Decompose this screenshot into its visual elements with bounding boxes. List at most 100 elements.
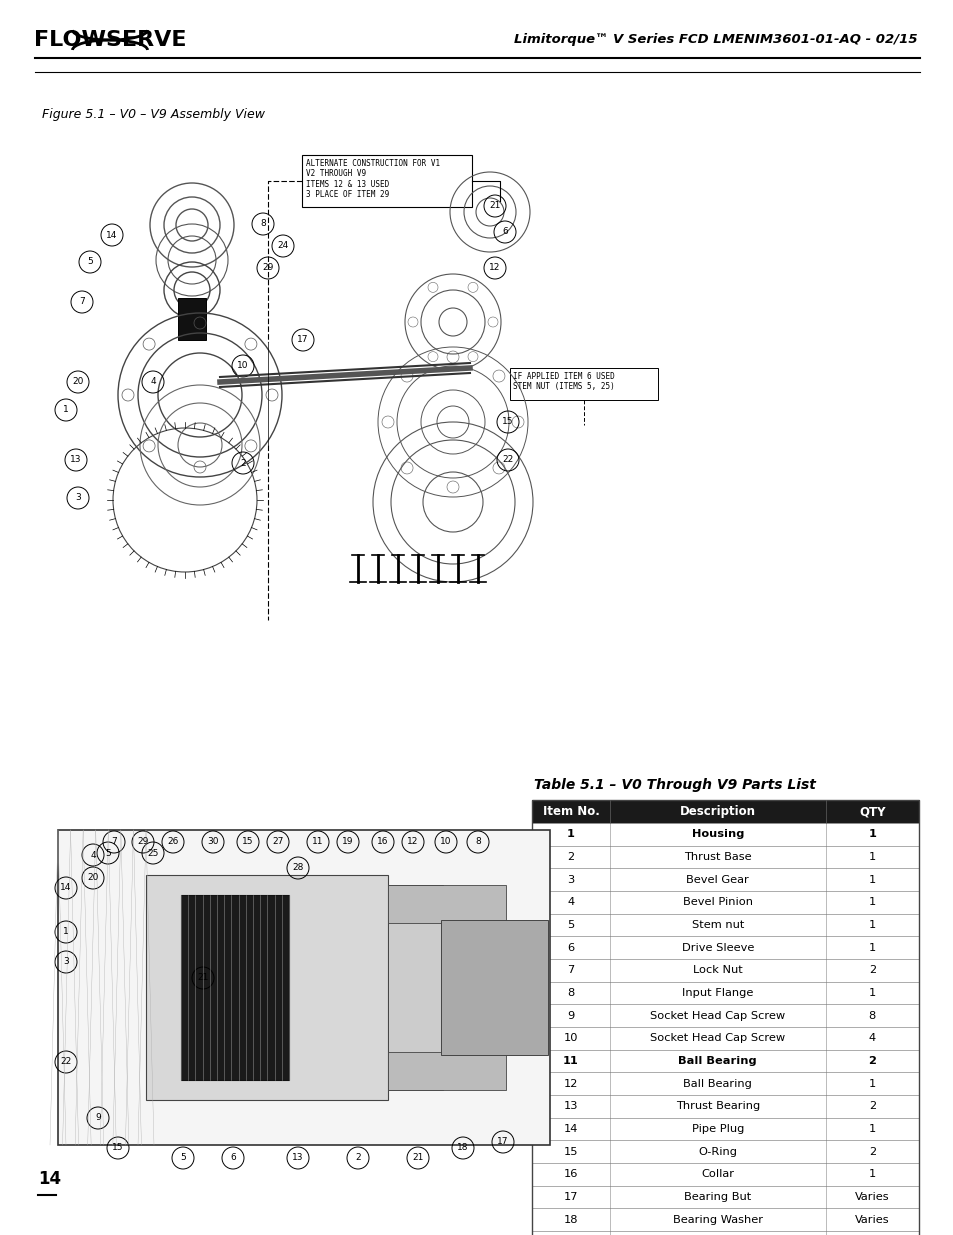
- Text: FLOWSERVE: FLOWSERVE: [33, 30, 186, 49]
- Bar: [146, 876, 388, 1100]
- Text: 9: 9: [567, 1010, 574, 1020]
- Text: Collar: Collar: [700, 1170, 734, 1179]
- Text: 26: 26: [167, 837, 178, 846]
- Text: 1: 1: [868, 942, 875, 952]
- Text: 2: 2: [355, 1153, 360, 1162]
- Text: 6: 6: [567, 942, 574, 952]
- Text: Item No.: Item No.: [542, 805, 598, 818]
- Text: 15: 15: [501, 417, 514, 426]
- Text: 16: 16: [563, 1170, 578, 1179]
- Text: Description: Description: [679, 805, 755, 818]
- Text: Housing: Housing: [691, 829, 743, 840]
- Text: 20: 20: [72, 378, 84, 387]
- Bar: [532, 1208, 918, 1231]
- Text: 2: 2: [867, 1056, 876, 1066]
- Text: 13: 13: [292, 1153, 303, 1162]
- Text: QTY: QTY: [859, 805, 884, 818]
- Bar: [388, 1052, 505, 1091]
- Text: 8: 8: [260, 220, 266, 228]
- Text: 1: 1: [868, 988, 875, 998]
- Text: 5: 5: [567, 920, 574, 930]
- Text: 9: 9: [95, 1114, 101, 1123]
- Bar: [532, 1026, 918, 1050]
- Text: 15: 15: [563, 1146, 578, 1156]
- Text: Socket Head Cap Screw: Socket Head Cap Screw: [650, 1010, 784, 1020]
- Text: 29: 29: [262, 263, 274, 273]
- Text: Bearing Washer: Bearing Washer: [672, 1214, 762, 1225]
- Bar: [532, 1163, 918, 1186]
- Text: 12: 12: [407, 837, 418, 846]
- Bar: [388, 885, 442, 1091]
- Text: 16: 16: [376, 837, 388, 846]
- Text: 1: 1: [868, 874, 875, 884]
- Text: 18: 18: [456, 1144, 468, 1152]
- Text: 1: 1: [868, 1078, 875, 1088]
- Text: Ball Bearing: Ball Bearing: [682, 1078, 751, 1088]
- Bar: [532, 800, 918, 823]
- Bar: [532, 914, 918, 936]
- Bar: [532, 1118, 918, 1140]
- Text: 14: 14: [563, 1124, 578, 1134]
- Text: 1: 1: [868, 852, 875, 862]
- Text: 2: 2: [567, 852, 574, 862]
- Text: 14: 14: [106, 231, 117, 240]
- Text: 6: 6: [230, 1153, 235, 1162]
- Bar: [532, 800, 918, 1235]
- Text: 5: 5: [87, 258, 92, 267]
- Text: Bearing But: Bearing But: [683, 1192, 751, 1202]
- Text: Thrust Bearing: Thrust Bearing: [675, 1102, 760, 1112]
- Bar: [532, 1004, 918, 1026]
- Text: 22: 22: [502, 456, 513, 464]
- Text: 19: 19: [342, 837, 354, 846]
- Bar: [532, 936, 918, 958]
- Bar: [178, 298, 206, 340]
- Text: 10: 10: [439, 837, 452, 846]
- Text: 15: 15: [242, 837, 253, 846]
- Text: Bevel Gear: Bevel Gear: [686, 874, 748, 884]
- Text: Socket Head Cap Screw: Socket Head Cap Screw: [650, 1034, 784, 1044]
- Text: 21: 21: [197, 973, 209, 983]
- Text: 2: 2: [240, 458, 246, 468]
- Text: 10: 10: [563, 1034, 578, 1044]
- Text: 13: 13: [71, 456, 82, 464]
- Text: Bevel Pinion: Bevel Pinion: [682, 898, 752, 908]
- Text: 4: 4: [150, 378, 155, 387]
- Text: O-Ring: O-Ring: [698, 1146, 737, 1156]
- Text: 1: 1: [868, 898, 875, 908]
- Text: 28: 28: [292, 863, 303, 872]
- Text: 3: 3: [567, 874, 574, 884]
- Text: Pipe Plug: Pipe Plug: [691, 1124, 743, 1134]
- Text: 5: 5: [180, 1153, 186, 1162]
- Text: 27: 27: [272, 837, 283, 846]
- Text: 4: 4: [868, 1034, 875, 1044]
- Text: Stem nut: Stem nut: [691, 920, 743, 930]
- Text: 4: 4: [91, 851, 95, 860]
- Text: 17: 17: [563, 1192, 578, 1202]
- Bar: [510, 368, 658, 400]
- Text: 6: 6: [501, 227, 507, 236]
- Text: 17: 17: [497, 1137, 508, 1146]
- Text: Lock Nut: Lock Nut: [692, 966, 741, 976]
- Text: 18: 18: [563, 1214, 578, 1225]
- Text: 29: 29: [137, 837, 149, 846]
- Text: 8: 8: [475, 837, 480, 846]
- Text: 2: 2: [868, 966, 875, 976]
- Text: 8: 8: [868, 1010, 875, 1020]
- Text: 12: 12: [563, 1078, 578, 1088]
- Bar: [181, 895, 289, 1079]
- Text: 3: 3: [75, 494, 81, 503]
- Text: 24: 24: [277, 242, 289, 251]
- Text: 1: 1: [63, 927, 69, 936]
- Text: Varies: Varies: [854, 1214, 889, 1225]
- Text: Thrust Base: Thrust Base: [683, 852, 751, 862]
- Text: Drive Sleeve: Drive Sleeve: [680, 942, 753, 952]
- Text: 7: 7: [567, 966, 574, 976]
- Text: Figure 5.1 – V0 – V9 Assembly View: Figure 5.1 – V0 – V9 Assembly View: [42, 107, 265, 121]
- Text: 1: 1: [868, 1170, 875, 1179]
- Text: 14: 14: [38, 1170, 61, 1188]
- Bar: [532, 1140, 918, 1163]
- Text: 11: 11: [312, 837, 323, 846]
- Text: 2: 2: [868, 1146, 875, 1156]
- Text: 1: 1: [566, 829, 575, 840]
- Bar: [532, 846, 918, 868]
